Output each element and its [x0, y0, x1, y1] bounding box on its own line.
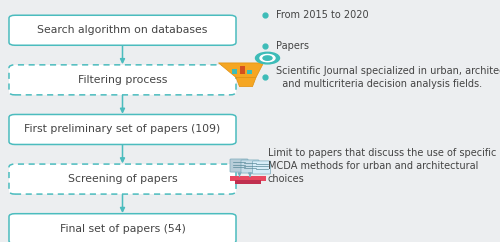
Circle shape — [256, 52, 280, 64]
Text: Papers: Papers — [276, 41, 309, 51]
Text: Search algorithm on databases: Search algorithm on databases — [38, 25, 207, 35]
FancyBboxPatch shape — [9, 214, 236, 242]
FancyBboxPatch shape — [9, 114, 236, 144]
Text: From 2015 to 2020: From 2015 to 2020 — [276, 9, 368, 20]
FancyBboxPatch shape — [230, 159, 248, 172]
FancyBboxPatch shape — [9, 164, 236, 194]
Bar — [247, 70, 252, 74]
FancyBboxPatch shape — [241, 160, 259, 173]
Circle shape — [263, 56, 272, 60]
Text: Screening of papers: Screening of papers — [68, 174, 178, 184]
Text: Filtering process: Filtering process — [78, 75, 167, 85]
Bar — [234, 180, 260, 184]
Text: Final set of papers (54): Final set of papers (54) — [60, 224, 186, 234]
Bar — [232, 69, 237, 74]
Polygon shape — [218, 63, 264, 77]
FancyBboxPatch shape — [9, 15, 236, 45]
Circle shape — [260, 54, 275, 62]
Text: Scientific Journal specialized in urban, architectural
  and multicriteria decis: Scientific Journal specialized in urban,… — [276, 66, 500, 89]
Text: Limit to papers that discuss the use of specific
MCDA methods for urban and arch: Limit to papers that discuss the use of … — [268, 148, 496, 184]
Bar — [230, 176, 266, 181]
FancyBboxPatch shape — [252, 161, 270, 174]
Bar — [240, 66, 244, 74]
FancyBboxPatch shape — [9, 65, 236, 95]
Polygon shape — [236, 77, 256, 87]
Text: First preliminary set of papers (109): First preliminary set of papers (109) — [24, 124, 220, 135]
